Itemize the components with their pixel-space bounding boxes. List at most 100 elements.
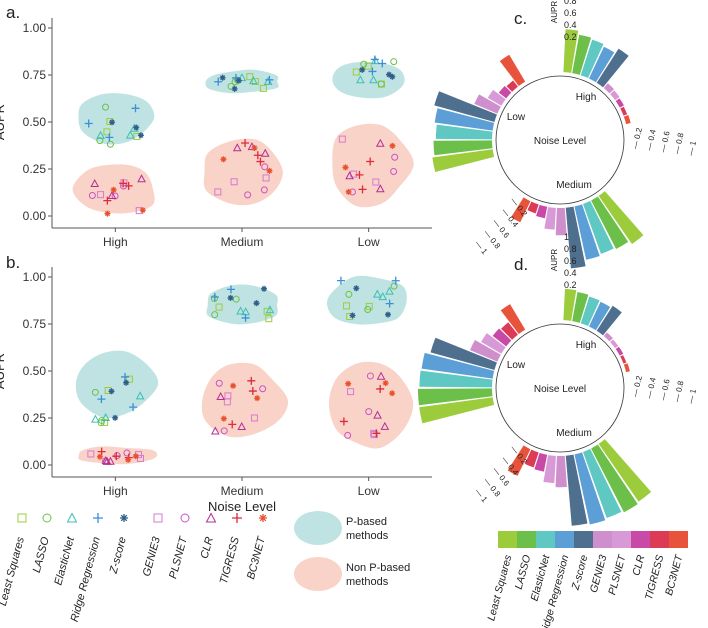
legend-color-swatch [517,531,536,548]
radial-bar-medium [555,455,567,488]
circle-marker [365,408,373,416]
triangle-marker [260,148,270,157]
star-marker [254,395,261,402]
triangle-marker [96,130,105,139]
circle-marker [244,191,252,199]
circle-marker [96,137,104,145]
y-tick-label: 1.00 [23,21,47,35]
plus-marker [124,181,133,190]
star-marker [342,164,349,171]
radial-bar-high [563,29,579,73]
plus-marker [265,75,274,84]
square-marker [343,302,351,310]
circle-marker [390,167,398,175]
plus-marker [227,285,236,294]
plus-marker [103,196,112,205]
star-marker [345,188,352,195]
square-marker [125,375,133,383]
p-based-region [75,350,159,419]
x-tick-label: Low [358,484,380,498]
non-p-based-region [201,362,289,438]
plus-marker [129,403,138,412]
triangle-marker [345,171,354,180]
radial-bar-medium [527,201,539,214]
scale-tick-label: 0.4 [564,268,577,278]
star-marker [108,388,115,395]
radial-bar-low [421,352,495,379]
radial-bar-medium [565,454,588,526]
square-marker [364,62,372,70]
plus-marker [241,139,250,148]
legend-color-swatch [498,531,517,548]
star-marker [227,294,234,301]
star-marker [230,382,237,389]
star-marker [389,142,396,149]
ring-tick-label-right: — 0.4 [644,128,657,151]
radial-bar-low [430,337,497,370]
scale-tick-label: 0.2 [564,280,577,290]
radial-bar-medium [544,206,556,230]
star-marker [137,132,144,139]
scatter-panel-b: b. 0.00 0.25 0.50 0.75 1.00 AUPR High Medium Low N… [0,253,432,514]
radial-bar-medium [598,439,652,502]
triangle-marker [265,305,275,314]
star-marker [266,167,273,174]
square-marker [352,68,360,76]
p-based-region [332,61,405,99]
legend-region-swatch [294,557,342,591]
plus-marker [131,104,140,113]
legend-color-label: PLSNET [606,552,629,596]
ring-tick-label-right: — 0.2 [631,374,644,397]
legend-color-label: LASSO [513,554,534,591]
legend-color-label: GENIE3 [588,554,610,594]
p-based-region [206,284,278,325]
y-tick-label: 0.75 [23,68,47,82]
radial-bar-high [580,296,600,327]
square-marker [370,431,378,439]
plus-marker [97,395,106,404]
star-marker [219,74,226,81]
legend-method-label: BC3NET [245,534,268,580]
square-marker [338,135,346,143]
legend-region-label-2: methods [346,576,389,588]
square-marker [97,191,105,199]
radial-bar-medium [507,445,531,476]
x-tick-label: High [103,484,128,498]
y-axis-label: AUPR [0,104,7,140]
legend-method-label: Z-score [107,536,128,576]
star-marker [132,453,139,460]
radial-bar-high [615,98,624,108]
square-marker [251,78,259,86]
legend-method-label: ElasticNet [52,535,77,587]
plus-marker [93,513,103,523]
radial-bar-medium [598,191,644,245]
plus-marker [241,313,250,322]
panel-label: c. [514,9,527,28]
radial-bar-low [417,388,493,406]
legend-color-swatch [612,531,631,548]
circle-marker [377,80,385,88]
legend-color-swatch [650,531,669,548]
circle-marker [42,513,52,523]
triangle-marker [373,289,382,298]
star-marker [104,210,111,217]
radial-bar-high [572,291,589,323]
circle-marker [390,282,398,290]
ring-tick-label-right: — 0.6 [658,130,671,153]
radial-bar-high [572,34,592,75]
star-marker [120,514,128,522]
radial-bar-high [580,39,604,79]
plus-marker [214,77,223,86]
triangle-marker [376,371,386,380]
plus-marker [105,133,114,142]
circle-marker [88,191,96,199]
star-marker [353,285,360,292]
triangle-marker [378,292,388,301]
radial-panel-d: d. High Medium Low Noise Level AUPR 1 0.8 0.6 0.4… [417,232,698,526]
radial-bar-high [623,363,630,373]
radial-bar-high [588,46,615,83]
triangle-marker [101,456,111,465]
scale-tick-label: 0.6 [564,8,577,18]
radial-bar-low [487,89,506,106]
